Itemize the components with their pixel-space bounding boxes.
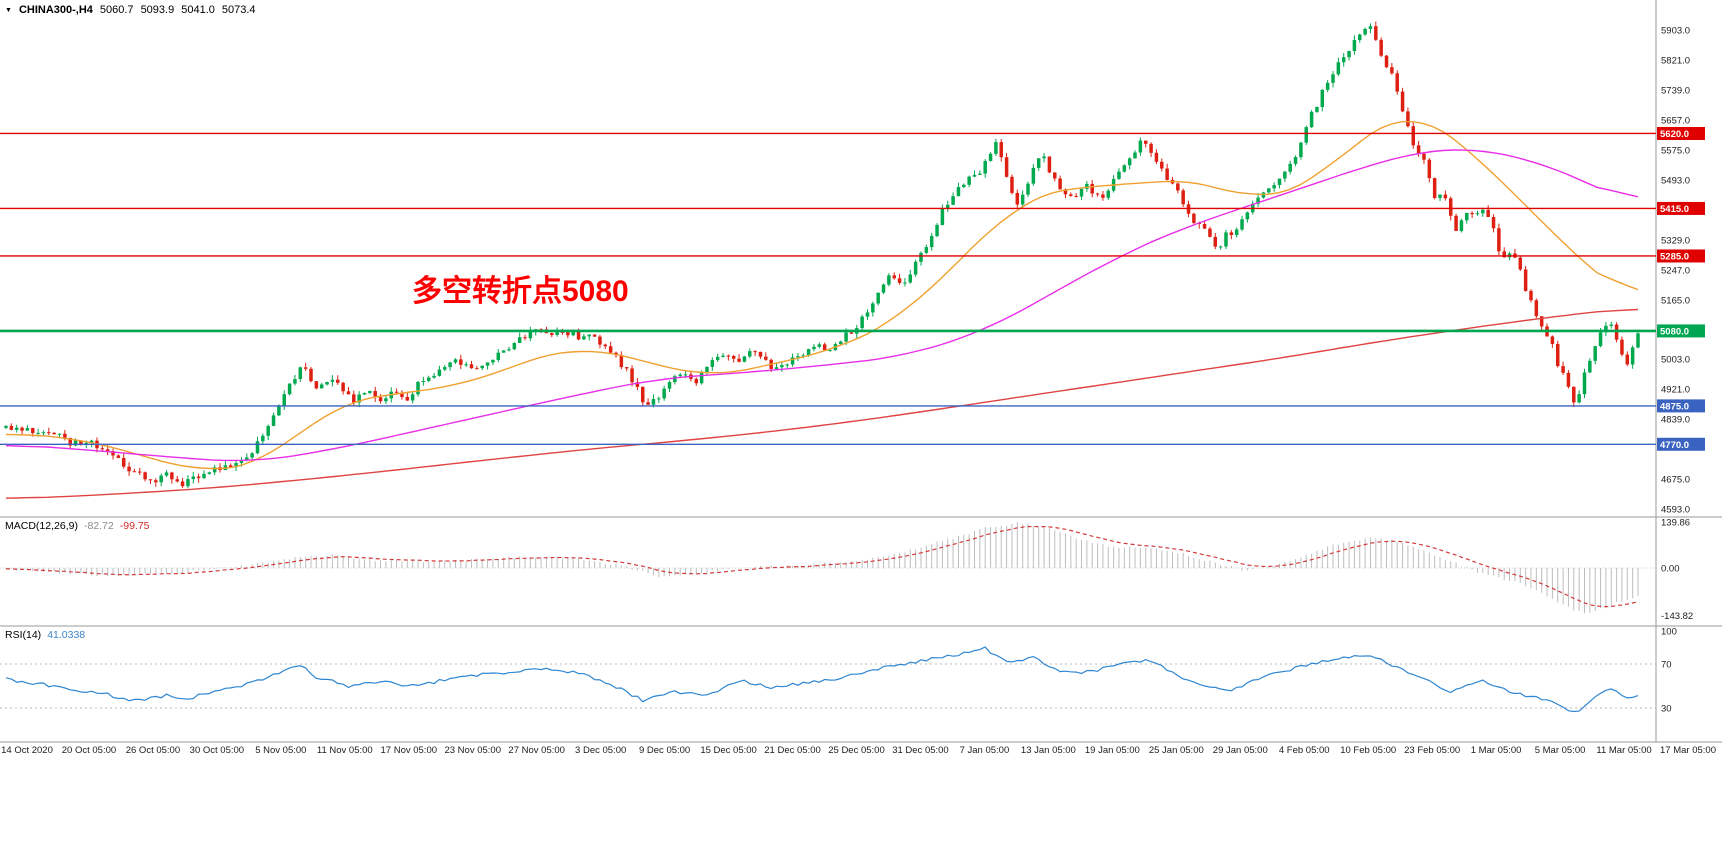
svg-text:21 Dec 05:00: 21 Dec 05:00 [764, 745, 821, 756]
svg-text:5329.0: 5329.0 [1661, 235, 1690, 246]
price-axis-labels: 5903.0 5821.0 5739.0 5657.0 5575.0 5493.0 5329… [1661, 26, 1690, 516]
svg-text:4921.0: 4921.0 [1661, 385, 1690, 396]
svg-text:30 Oct 05:00: 30 Oct 05:00 [190, 745, 244, 756]
symbol-dropdown-icon[interactable]: ▼ [5, 6, 12, 14]
svg-text:4875.0: 4875.0 [1660, 401, 1689, 412]
svg-text:5247.0: 5247.0 [1661, 265, 1690, 276]
price-level-badge [1657, 201, 1705, 215]
ohlc-close-value: 5073.4 [221, 4, 256, 16]
macd-name: MACD(12,26,9) [5, 520, 78, 532]
svg-text:5903.0: 5903.0 [1661, 26, 1690, 37]
ma-line-fast [5, 121, 1639, 470]
svg-text:27 Nov 05:00: 27 Nov 05:00 [508, 745, 565, 756]
svg-text:5415.0: 5415.0 [1660, 204, 1689, 215]
svg-text:0.00: 0.00 [1661, 564, 1680, 575]
horizontal-level-lines [0, 132, 1656, 445]
price-level-badge [1657, 126, 1705, 140]
svg-text:11 Nov 05:00: 11 Nov 05:00 [317, 745, 373, 756]
ohlc-high-value: 5093.9 [140, 4, 175, 16]
svg-text:5821.0: 5821.0 [1661, 55, 1690, 66]
svg-text:4593.0: 4593.0 [1661, 505, 1690, 516]
price-level-badges: 5620.0 5415.0 5285.0 5080.0 4875.0 4770.0 [1657, 126, 1705, 451]
svg-text:15 Dec 05:00: 15 Dec 05:00 [700, 745, 757, 756]
rsi-line [5, 646, 1639, 713]
ma-line-slow [5, 308, 1639, 499]
macd-axis-labels: 139.86 0.00 -143.82 [1661, 517, 1693, 622]
candlestick-series [4, 21, 1640, 489]
svg-text:13 Jan 05:00: 13 Jan 05:00 [1021, 745, 1076, 756]
annotation-turning-point[interactable]: 多空转折点5080 [412, 275, 629, 308]
svg-text:25 Dec 05:00: 25 Dec 05:00 [828, 745, 885, 756]
ohlc-open-value: 5060.7 [99, 4, 134, 16]
chart-title: ▼ CHINA300-,H4 5060.7 5093.9 5041.0 5073… [5, 4, 256, 16]
price-level-badge [1657, 324, 1705, 338]
svg-text:5575.0: 5575.0 [1661, 145, 1690, 156]
svg-text:17 Mar 05:00: 17 Mar 05:00 [1660, 745, 1716, 756]
symbol-timeframe-label: CHINA300-,H4 [18, 4, 93, 16]
svg-text:-143.82: -143.82 [1661, 611, 1693, 622]
svg-text:4 Feb 05:00: 4 Feb 05:00 [1279, 745, 1330, 756]
svg-text:23 Feb 05:00: 23 Feb 05:00 [1404, 745, 1460, 756]
svg-text:5 Mar 05:00: 5 Mar 05:00 [1535, 745, 1586, 756]
svg-text:139.86: 139.86 [1661, 517, 1690, 528]
price-level-badge [1657, 399, 1705, 413]
svg-text:11 Mar 05:00: 11 Mar 05:00 [1596, 745, 1651, 756]
svg-text:19 Jan 05:00: 19 Jan 05:00 [1085, 745, 1140, 756]
svg-text:4770.0: 4770.0 [1660, 440, 1689, 451]
rsi-indicator-label: RSI(14) 41.0338 [5, 629, 85, 641]
svg-text:26 Oct 05:00: 26 Oct 05:00 [126, 745, 180, 756]
svg-text:5003.0: 5003.0 [1661, 355, 1690, 366]
svg-text:100: 100 [1661, 627, 1677, 638]
svg-text:9 Dec 05:00: 9 Dec 05:00 [639, 745, 690, 756]
macd-indicator-label: MACD(12,26,9) -82.72 -99.75 [5, 520, 150, 532]
svg-text:31 Dec 05:00: 31 Dec 05:00 [892, 745, 949, 756]
price-level-badge [1657, 249, 1705, 263]
rsi-levels: 100 70 30 [0, 627, 1677, 715]
svg-text:4839.0: 4839.0 [1661, 415, 1690, 426]
svg-text:5493.0: 5493.0 [1661, 175, 1690, 186]
svg-text:5285.0: 5285.0 [1660, 251, 1689, 262]
ma-line-mid [5, 149, 1639, 462]
macd-histogram [0, 522, 1656, 614]
svg-text:1 Mar 05:00: 1 Mar 05:00 [1471, 745, 1522, 756]
price-level-badge [1657, 437, 1705, 451]
svg-text:10 Feb 05:00: 10 Feb 05:00 [1340, 745, 1396, 756]
macd-signal-value: -99.75 [119, 520, 150, 532]
svg-text:70: 70 [1661, 660, 1672, 671]
rsi-value: 41.0338 [47, 629, 86, 641]
svg-text:7 Jan 05:00: 7 Jan 05:00 [960, 745, 1010, 756]
rsi-name: RSI(14) [5, 629, 42, 641]
svg-text:4675.0: 4675.0 [1661, 475, 1690, 486]
svg-text:3 Dec 05:00: 3 Dec 05:00 [575, 745, 626, 756]
svg-text:23 Nov 05:00: 23 Nov 05:00 [444, 745, 501, 756]
svg-text:25 Jan 05:00: 25 Jan 05:00 [1149, 745, 1204, 756]
macd-signal-line [6, 525, 1639, 608]
svg-text:17 Nov 05:00: 17 Nov 05:00 [381, 745, 438, 756]
panel-separators [0, 0, 1722, 743]
svg-text:5165.0: 5165.0 [1661, 295, 1690, 306]
time-axis-labels: 14 Oct 2020 20 Oct 05:00 26 Oct 05:00 30 Oc… [1, 745, 1716, 756]
svg-text:5080.0: 5080.0 [1660, 326, 1689, 337]
svg-text:5657.0: 5657.0 [1661, 115, 1690, 126]
svg-text:20 Oct 05:00: 20 Oct 05:00 [62, 745, 116, 756]
svg-text:5739.0: 5739.0 [1661, 85, 1690, 96]
svg-text:5 Nov 05:00: 5 Nov 05:00 [255, 745, 306, 756]
ohlc-low-value: 5041.0 [181, 4, 215, 16]
svg-text:14 Oct 2020: 14 Oct 2020 [1, 745, 53, 756]
svg-text:29 Jan 05:00: 29 Jan 05:00 [1213, 745, 1268, 756]
svg-text:5620.0: 5620.0 [1660, 129, 1689, 140]
macd-main-value: -82.72 [83, 520, 114, 532]
svg-text:30: 30 [1661, 704, 1672, 715]
